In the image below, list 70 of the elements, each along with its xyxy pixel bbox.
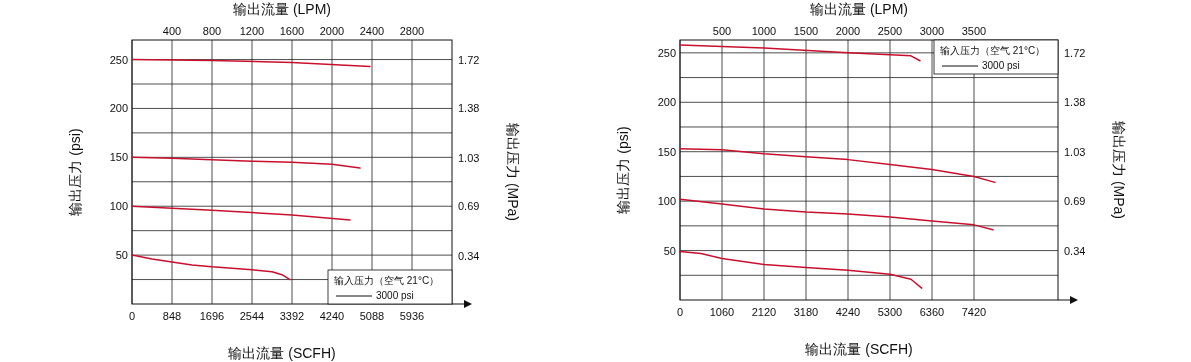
- x2-tick-label: 400: [162, 25, 182, 37]
- line-series: [131, 156, 361, 169]
- y2-axis-title: 输出压力 (MPa): [505, 123, 521, 221]
- y2-tick-label: 1.38: [1064, 95, 1086, 108]
- y2-tick-label: 1.03: [1064, 146, 1086, 159]
- y-tick-label: 50: [663, 244, 676, 257]
- annotation: 输入压力（空气 21°C）: [940, 45, 1046, 56]
- x-tick-label: 1060: [709, 306, 735, 318]
- x2-tick-label: 1200: [239, 25, 265, 37]
- y-tick-label: 100: [657, 195, 676, 208]
- y2-tick-label: 0.34: [458, 249, 480, 262]
- x-tick-label: 848: [162, 310, 182, 322]
- x2-axis-title: 输出流量 (LPM): [233, 1, 331, 17]
- y2-tick-label: 1.03: [458, 151, 480, 164]
- x2-tick-label: 1500: [793, 25, 819, 37]
- x-axis-title: 输出流量 (SCFH): [228, 345, 336, 361]
- line-series: [679, 44, 921, 62]
- x-tick-label: 3180: [793, 306, 819, 318]
- y-tick-label: 200: [109, 102, 128, 115]
- y2-tick-label: 1.72: [1064, 46, 1086, 59]
- x2-tick-label: 2800: [399, 25, 425, 37]
- x-tick-label: 1696: [199, 310, 225, 322]
- line-series: [679, 198, 994, 231]
- x-tick-label: 5088: [359, 310, 385, 322]
- x-tick-label: 4240: [319, 310, 345, 322]
- annotation: 3000 psi: [982, 60, 1020, 71]
- x2-tick-label: 3500: [961, 25, 987, 37]
- x-tick-label: 0: [676, 306, 684, 318]
- annotation: 输入压力（空气 21°C）: [334, 275, 440, 286]
- line-series: [131, 58, 371, 68]
- x-tick-label: 2120: [751, 306, 777, 318]
- x-tick-label: 0: [128, 310, 136, 322]
- y2-axis-title: 输出压力 (MPa): [1111, 121, 1127, 219]
- x2-tick-label: 1000: [751, 25, 777, 37]
- x2-tick-label: 800: [202, 25, 222, 37]
- y2-tick-label: 0.69: [458, 200, 480, 213]
- line-series: [679, 148, 996, 184]
- x-tick-label: 2544: [239, 310, 265, 322]
- y2-tick-label: 0.69: [1064, 194, 1086, 207]
- y-tick-label: 150: [657, 145, 676, 158]
- x-tick-label: 4240: [835, 306, 861, 318]
- y-axis-title: 输出压力 (psi): [67, 128, 83, 216]
- x-tick-label: 3392: [279, 310, 305, 322]
- x-axis-title: 输出流量 (SCFH): [805, 341, 913, 357]
- y-tick-label: 150: [109, 151, 128, 164]
- x2-tick-label: 2000: [835, 25, 861, 37]
- x2-tick-label: 1600: [279, 25, 305, 37]
- x-tick-label: 5936: [399, 310, 425, 322]
- x2-tick-label: 500: [712, 25, 732, 37]
- y2-tick-label: 1.72: [458, 53, 480, 66]
- y-tick-label: 250: [657, 46, 676, 59]
- x-tick-label: 6360: [919, 306, 945, 318]
- y-tick-label: 100: [109, 200, 128, 213]
- y-tick-label: 200: [657, 96, 676, 109]
- x2-tick-label: 2500: [877, 25, 903, 37]
- annotation: 3000 psi: [376, 290, 414, 301]
- y-tick-label: 250: [109, 53, 128, 66]
- y-axis-title: 输出压力 (psi): [615, 126, 631, 214]
- x-tick-label: 5300: [877, 306, 903, 318]
- x-tick-label: 7420: [961, 306, 987, 318]
- line-series: [679, 250, 923, 289]
- x2-tick-label: 2000: [319, 25, 345, 37]
- x2-tick-label: 3000: [919, 25, 945, 37]
- y-tick-label: 50: [115, 249, 128, 262]
- line-series: [131, 254, 291, 281]
- x2-tick-label: 2400: [359, 25, 385, 37]
- y2-tick-label: 0.34: [1064, 245, 1086, 258]
- y2-tick-label: 1.38: [458, 102, 480, 115]
- line-series: [131, 205, 351, 221]
- x2-axis-title: 输出流量 (LPM): [810, 1, 908, 17]
